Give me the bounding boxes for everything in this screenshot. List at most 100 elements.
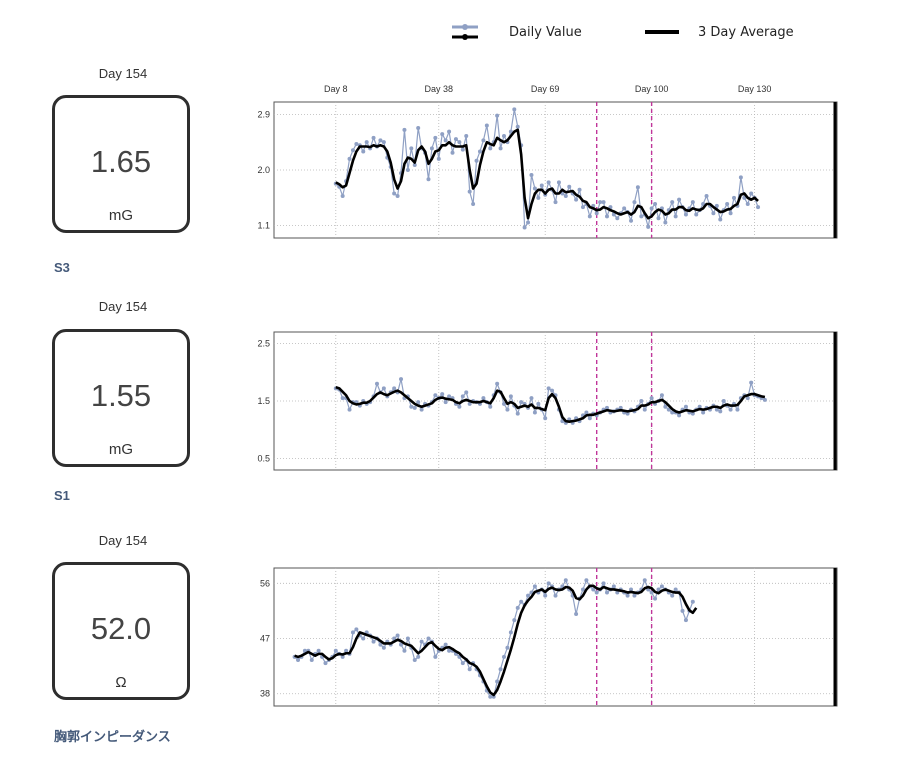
daily-value-point xyxy=(532,584,537,589)
daily-value-point xyxy=(340,654,345,659)
daily-value-point xyxy=(543,416,548,421)
day-label: Day 154 xyxy=(98,533,148,548)
daily-value-point xyxy=(680,608,685,613)
daily-value-point xyxy=(381,140,386,145)
daily-value-point xyxy=(333,648,338,653)
daily-value-point xyxy=(745,396,750,401)
plot-frame xyxy=(273,567,838,707)
daily-value-point xyxy=(563,193,568,198)
current-value: 52.0 xyxy=(90,611,152,646)
daily-value-point xyxy=(405,168,410,172)
daily-value-point xyxy=(608,205,613,210)
daily-value-point xyxy=(653,202,658,206)
daily-value-point xyxy=(649,396,654,401)
daily-value-point xyxy=(495,381,500,386)
daily-value-point xyxy=(361,149,366,154)
daily-value-point xyxy=(663,404,668,409)
legend-average-swatch xyxy=(645,30,679,34)
daily-value-point xyxy=(649,590,654,595)
y-tick-label: 2.9 xyxy=(257,109,270,119)
daily-value-point xyxy=(498,667,503,672)
daily-value-point xyxy=(447,648,452,653)
daily-value-point xyxy=(374,381,379,386)
daily-value-point xyxy=(611,212,616,217)
daily-value-point xyxy=(735,407,740,412)
daily-value-point xyxy=(529,396,534,401)
daily-value-point xyxy=(419,639,424,644)
daily-value-point xyxy=(460,394,465,399)
daily-value-point xyxy=(553,593,558,598)
three-day-average-line xyxy=(294,584,698,697)
daily-value-point xyxy=(467,189,472,194)
daily-value-point xyxy=(436,156,441,161)
daily-value-point xyxy=(728,407,733,412)
daily-value-point xyxy=(646,224,651,229)
daily-value-point xyxy=(378,642,383,647)
daily-value-point xyxy=(649,206,654,211)
daily-value-point xyxy=(515,605,520,610)
daily-value-point xyxy=(350,630,355,635)
current-value: 1.65 xyxy=(90,144,152,179)
daily-value-point xyxy=(464,134,469,138)
y-tick-label: 38 xyxy=(260,689,270,699)
daily-value-point xyxy=(536,401,541,406)
daily-value-point xyxy=(546,581,551,586)
daily-value-point xyxy=(587,214,592,219)
daily-value-point xyxy=(522,225,527,230)
daily-value-point xyxy=(574,612,579,616)
x-tick-label: Day 8 xyxy=(324,84,348,94)
daily-value-point xyxy=(567,184,572,189)
daily-value-point xyxy=(361,636,366,641)
daily-value-point xyxy=(625,593,630,598)
daily-value-point xyxy=(604,590,609,595)
daily-value-point xyxy=(443,400,448,405)
daily-value-point xyxy=(433,654,438,659)
value-unit: mG xyxy=(108,441,134,458)
daily-value-point xyxy=(426,636,431,641)
daily-value-point xyxy=(718,409,723,414)
daily-value-point xyxy=(416,654,421,659)
daily-value-point xyxy=(711,211,716,216)
daily-value-point xyxy=(433,135,438,140)
daily-value-point xyxy=(526,593,531,598)
daily-value-point xyxy=(460,147,465,152)
daily-value-point xyxy=(611,584,616,589)
value-card: 1.65 mG xyxy=(52,95,190,233)
daily-value-point xyxy=(505,407,510,412)
daily-value-point xyxy=(694,212,699,217)
y-tick-label: 0.5 xyxy=(257,454,270,464)
daily-value-point xyxy=(392,636,397,641)
daily-value-point xyxy=(440,132,445,137)
daily-value-point xyxy=(450,150,455,155)
daily-value-point xyxy=(409,404,414,409)
daily-value-point xyxy=(745,202,750,206)
daily-value-point xyxy=(656,216,661,221)
daily-value-point xyxy=(526,220,531,225)
daily-value-point xyxy=(749,191,754,196)
daily-value-point xyxy=(728,211,733,216)
daily-value-point xyxy=(416,400,421,405)
daily-value-point xyxy=(447,129,452,134)
three-day-average-line xyxy=(335,385,766,423)
daily-value-point xyxy=(529,172,534,177)
chart-s3: Day 8 Day 38 Day 69 Day 100 Day 130 1.1 2.0 2.9 xyxy=(257,84,838,239)
daily-value-point xyxy=(642,407,647,412)
daily-value-point xyxy=(502,134,507,138)
daily-value-point xyxy=(340,396,345,401)
daily-value-point xyxy=(598,200,603,205)
daily-value-point xyxy=(732,195,737,200)
y-tick-label: 47 xyxy=(260,634,270,644)
daily-value-point xyxy=(663,220,668,225)
daily-value-point xyxy=(474,158,479,163)
daily-value-point xyxy=(508,394,513,399)
daily-value-point xyxy=(677,197,682,202)
daily-value-point xyxy=(670,410,675,415)
daily-value-point xyxy=(577,187,582,192)
daily-value-point xyxy=(618,405,623,410)
daily-value-point xyxy=(467,667,472,672)
daily-value-point xyxy=(683,618,688,623)
value-unit: Ω xyxy=(115,674,127,691)
daily-value-point xyxy=(563,578,568,583)
chart-impedance: 38 47 56 xyxy=(260,567,838,707)
daily-value-point xyxy=(484,123,489,128)
